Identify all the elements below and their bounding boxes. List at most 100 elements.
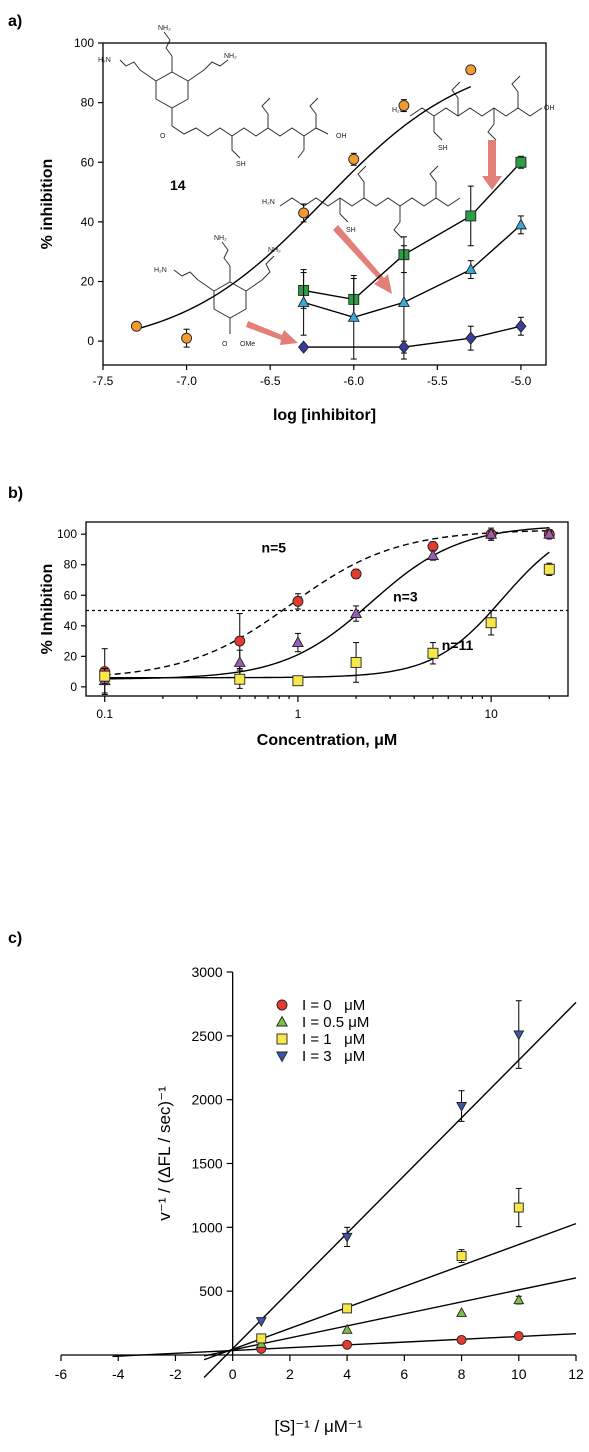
regression-line — [203, 1001, 577, 1378]
svg-text:SH: SH — [438, 145, 448, 152]
y-tick-label: 20 — [81, 275, 95, 289]
y-tick-label: 60 — [81, 155, 95, 169]
y-tick-label: 80 — [64, 558, 78, 572]
panel-b-label: b) — [8, 485, 23, 502]
svg-text:O: O — [160, 133, 166, 140]
panel-a-structures: NH₂ H₂N NH₂ OH SH O 14 H₂N OH SH — [98, 25, 555, 348]
arrows — [246, 140, 502, 345]
y-axis-title: % Inhibition — [39, 564, 56, 655]
data-point — [256, 1333, 267, 1344]
y-axis-title: % inhibition — [39, 159, 56, 250]
legend: I = 0 μMI = 0.5 μMI = 1 μMI = 3 μM — [275, 997, 369, 1065]
data-point — [513, 1294, 525, 1305]
series-triangle — [297, 215, 527, 360]
x-tick-label: 1 — [295, 707, 302, 721]
data-point — [456, 1306, 468, 1317]
x-tick-label: -5.5 — [427, 374, 448, 388]
y-tick-label: 0 — [87, 334, 94, 348]
data-point — [515, 156, 527, 168]
data-point — [298, 340, 310, 354]
svg-text:NH₂: NH₂ — [214, 235, 227, 242]
data-point — [456, 1334, 467, 1345]
data-point — [514, 218, 527, 230]
curve-annotation: n=11 — [442, 637, 474, 653]
lipopeptide-structure: H₂N 11 SH — [262, 165, 461, 239]
y-tick-label: 2500 — [192, 1028, 223, 1044]
series-line — [303, 224, 522, 319]
compound-14-structure: NH₂ H₂N NH₂ OH SH O — [98, 25, 347, 168]
data-point — [397, 295, 410, 307]
y-tick-label: 40 — [64, 619, 78, 633]
x-tick-label: 4 — [343, 1366, 351, 1382]
y-tick-label: 100 — [74, 36, 94, 50]
data-point — [181, 332, 193, 344]
legend-label: I = 1 μM — [302, 1031, 365, 1048]
legend-marker — [276, 1033, 288, 1045]
data-point — [543, 563, 555, 575]
series-square — [99, 562, 555, 689]
curve-annotation: n=5 — [262, 540, 287, 556]
x-tick-label: 8 — [458, 1366, 466, 1382]
svg-text:NH₂: NH₂ — [224, 53, 237, 60]
arrow-right-icon — [246, 321, 298, 345]
panel-a-chart: NH₂ H₂N NH₂ OH SH O 14 H₂N OH SH — [39, 25, 555, 424]
data-point — [350, 607, 363, 619]
y-tick-label: 60 — [64, 588, 78, 602]
x-tick-label: 6 — [400, 1366, 408, 1382]
x-tick-label: -2 — [169, 1366, 182, 1382]
data-point — [543, 527, 556, 539]
series-line — [303, 325, 522, 348]
data-point — [464, 263, 477, 275]
data-point — [234, 673, 246, 685]
x-tick-label: 0 — [229, 1366, 237, 1382]
y-tick-label: 1500 — [192, 1156, 223, 1172]
data-point — [255, 1317, 267, 1328]
data-point — [456, 1251, 467, 1262]
svg-text:H₂N: H₂N — [154, 267, 167, 274]
x-tick-label: -4 — [112, 1366, 125, 1382]
x-tick-label: 2 — [286, 1366, 294, 1382]
data-point — [292, 675, 304, 687]
data-point — [485, 527, 498, 539]
y-axis-title: v⁻¹ / (ΔFL / sec)⁻¹ — [155, 1086, 174, 1221]
arrow-down-icon — [482, 140, 502, 190]
legend-marker — [276, 999, 288, 1011]
data-point — [341, 1323, 353, 1334]
data-point — [465, 331, 477, 345]
data-point — [233, 655, 246, 667]
x-tick-label: -7.5 — [93, 374, 114, 388]
legend-label: I = 0.5 μM — [302, 1014, 369, 1031]
data-point — [515, 319, 527, 333]
data-point — [342, 1339, 353, 1350]
data-point — [291, 636, 304, 648]
y-tick-label: 500 — [199, 1283, 223, 1299]
svg-text:SH: SH — [236, 161, 246, 168]
y-tick-label: 2000 — [192, 1092, 223, 1108]
legend-marker — [275, 1051, 289, 1063]
data-point — [347, 310, 360, 322]
data-point — [297, 295, 310, 307]
data-point — [465, 64, 477, 76]
x-tick-label: -5.0 — [511, 374, 532, 388]
x-tick-label: -6 — [55, 1366, 68, 1382]
svg-text:H₂N: H₂N — [98, 57, 111, 64]
series-circle — [130, 64, 477, 348]
y-tick-label: 40 — [81, 215, 95, 229]
data-point — [99, 670, 111, 682]
svg-text:H₂N: H₂N — [262, 199, 275, 206]
data-point — [348, 153, 360, 165]
x-tick-label: 10 — [484, 707, 498, 721]
y-tick-label: 1000 — [192, 1219, 223, 1235]
series-square — [256, 1187, 524, 1344]
data-point — [350, 656, 362, 668]
data-point — [341, 1232, 353, 1243]
data-point — [485, 617, 497, 629]
data-point — [513, 1030, 525, 1041]
panel-a-label: a) — [8, 13, 22, 30]
data-point — [426, 549, 439, 561]
data-point — [398, 100, 410, 112]
series-diamond — [298, 316, 527, 354]
fit-curve — [104, 527, 550, 680]
